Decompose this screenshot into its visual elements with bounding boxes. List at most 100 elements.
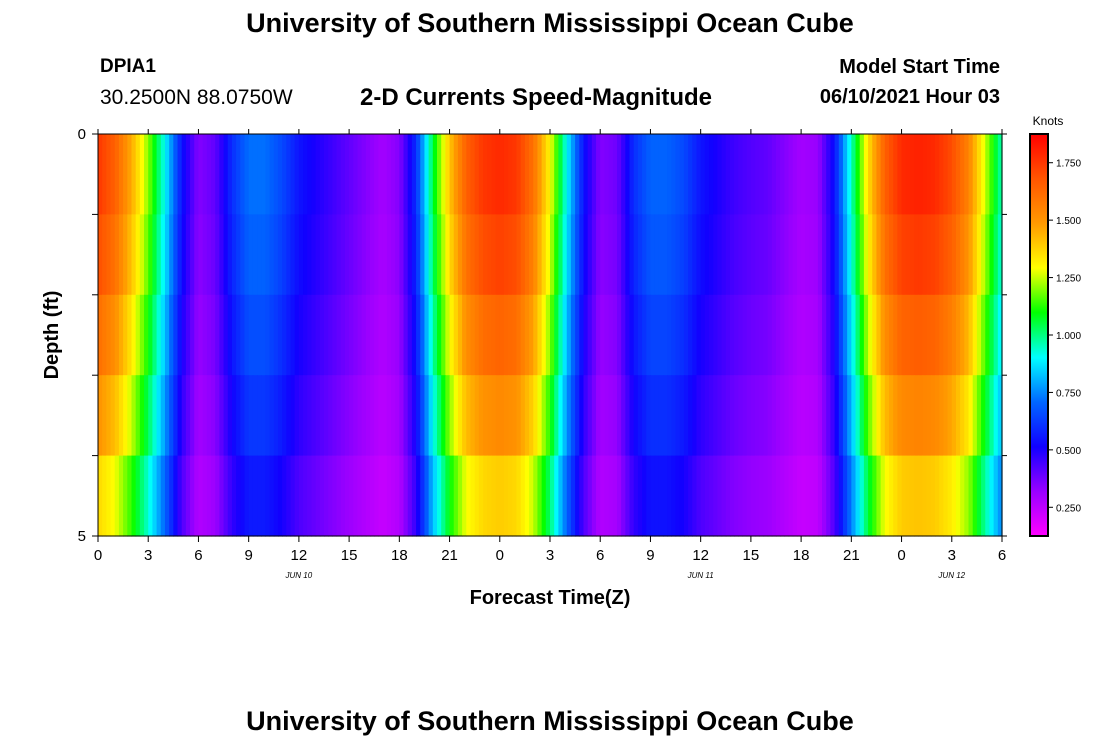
heatmap-cell: [826, 134, 832, 215]
heatmap-cell: [106, 375, 112, 457]
heatmap-cell: [98, 455, 103, 537]
heatmap-cell: [951, 214, 957, 296]
heatmap-cell: [219, 375, 225, 457]
heatmap-cell: [215, 134, 220, 215]
heatmap-cell: [608, 214, 614, 296]
heatmap-cell: [453, 455, 459, 537]
heatmap-cell: [227, 375, 233, 457]
heatmap-cell: [503, 375, 509, 457]
heatmap-cell: [570, 294, 576, 376]
heatmap-cell: [114, 214, 120, 296]
heatmap-cell: [872, 375, 878, 457]
heatmap-cell: [696, 134, 702, 215]
heatmap-cell: [185, 375, 191, 457]
heatmap-cell: [905, 134, 911, 215]
heatmap-cell: [152, 375, 158, 457]
heatmap-cell: [127, 214, 133, 296]
heatmap-cell: [855, 294, 861, 376]
heatmap-cell: [608, 294, 614, 376]
heatmap-cell: [801, 455, 806, 537]
heatmap-cell: [633, 134, 639, 215]
heatmap-cell: [863, 294, 869, 376]
heatmap-cell: [206, 294, 212, 376]
heatmap-cell: [642, 294, 647, 376]
heatmap-cell: [939, 134, 945, 215]
heatmap-cell: [784, 294, 790, 376]
x-tick-label: 6: [596, 547, 604, 564]
heatmap-cell: [704, 134, 710, 215]
heatmap-cell: [495, 375, 501, 457]
heatmap-cell: [139, 214, 145, 296]
heatmap-cell: [131, 134, 137, 215]
heatmap-cell: [265, 375, 271, 457]
heatmap-cell: [332, 375, 338, 457]
heatmap-cell: [646, 375, 652, 457]
heatmap-cell: [889, 294, 894, 376]
heatmap-cell: [160, 294, 166, 376]
heatmap-cell: [851, 375, 857, 457]
heatmap-cell: [587, 214, 593, 296]
heatmap-cell: [294, 375, 300, 457]
colorbar-tick-label: 1.250: [1056, 274, 1081, 285]
heatmap-cell: [487, 455, 493, 537]
heatmap-cell: [859, 455, 865, 537]
heatmap-cell: [227, 294, 233, 376]
heatmap-cell: [968, 375, 974, 457]
heatmap-cell: [420, 375, 426, 457]
heatmap-cell: [604, 294, 610, 376]
heatmap-cell: [721, 134, 727, 215]
heatmap-cell: [98, 214, 103, 296]
heatmap-cell: [202, 294, 208, 376]
heatmap-cell: [223, 134, 229, 215]
heatmap-cell: [206, 134, 212, 215]
heatmap-cell: [709, 455, 714, 537]
heatmap-cell: [349, 455, 354, 537]
heatmap-cell: [478, 134, 484, 215]
x-tick-label: 15: [743, 547, 760, 564]
heatmap-cell: [445, 214, 451, 296]
heatmap-cell: [114, 375, 120, 457]
heatmap-cell: [554, 134, 559, 215]
heatmap-cell: [587, 375, 593, 457]
heatmap-cell: [905, 375, 911, 457]
heatmap-cell: [164, 375, 170, 457]
heatmap-cell: [750, 134, 756, 215]
heatmap-cell: [679, 214, 685, 296]
heatmap-cell: [520, 214, 526, 296]
heatmap-cell: [537, 134, 543, 215]
heatmap-cell: [918, 455, 924, 537]
heatmap-cell: [930, 134, 936, 215]
heatmap-cell: [838, 294, 844, 376]
heatmap-cell: [989, 294, 995, 376]
heatmap-cell: [926, 375, 932, 457]
heatmap-cell: [960, 455, 965, 537]
heatmap-cell: [801, 214, 806, 296]
heatmap-cell: [156, 375, 162, 457]
heatmap-cell: [625, 375, 631, 457]
heatmap-cell: [428, 375, 434, 457]
heatmap-cell: [554, 214, 559, 296]
heatmap-cell: [801, 294, 806, 376]
heatmap-cell: [164, 134, 170, 215]
heatmap-cell: [357, 294, 363, 376]
heatmap-cell: [190, 375, 195, 457]
heatmap-cell: [516, 455, 522, 537]
heatmap-cell: [512, 375, 518, 457]
heatmap-cell: [290, 214, 296, 296]
heatmap-cell: [282, 455, 287, 537]
heatmap-cell: [315, 455, 321, 537]
heatmap-cell: [144, 134, 149, 215]
heatmap-cell: [135, 214, 141, 296]
heatmap-cell: [541, 134, 547, 215]
heatmap-cell: [290, 294, 296, 376]
heatmap-cell: [139, 375, 145, 457]
heatmap-cell: [445, 294, 451, 376]
x-tick-label: 0: [897, 547, 905, 564]
heatmap-cell: [683, 294, 689, 376]
heatmap-cell: [897, 375, 903, 457]
heatmap-cell: [909, 375, 915, 457]
heatmap-cell: [671, 294, 677, 376]
heatmap-cell: [809, 375, 815, 457]
heatmap-cell: [215, 214, 220, 296]
heatmap-cell: [721, 294, 727, 376]
